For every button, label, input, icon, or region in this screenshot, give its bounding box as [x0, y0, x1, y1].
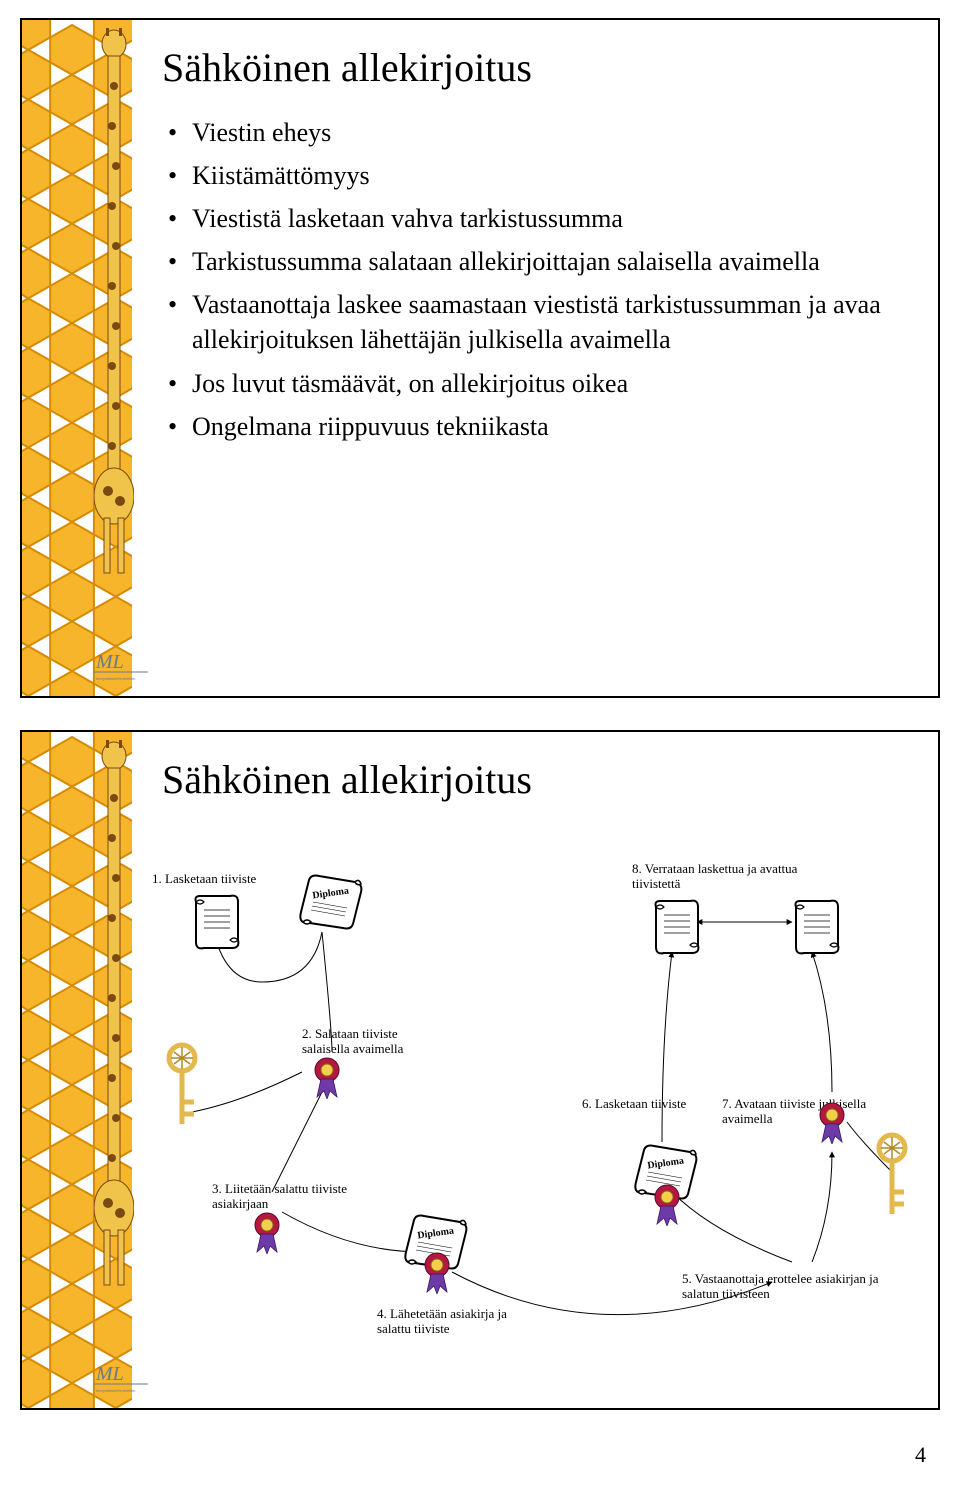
- bullet-item: Viestistä lasketaan vahva tarkistussumma: [168, 201, 908, 236]
- bullet-item: Viestin eheys: [168, 115, 908, 150]
- step-3-label: 3. Liitetään salattu tiiviste asiakirjaa…: [212, 1182, 382, 1212]
- footer-logo: ML tietojenkäsittelytieteiden: [92, 1354, 152, 1394]
- svg-text:ML: ML: [95, 651, 124, 673]
- bullet-item: Tarkistussumma salataan allekirjoittajan…: [168, 244, 908, 279]
- svg-text:ML: ML: [95, 1363, 124, 1385]
- bullet-item: Kiistämättömyys: [168, 158, 908, 193]
- step-1-label: 1. Lasketaan tiiviste: [152, 872, 256, 887]
- slide-2-title: Sähköinen allekirjoitus: [162, 756, 908, 803]
- step-8-label: 8. Verrataan laskettua ja avattua tiivis…: [632, 862, 802, 892]
- bullet-item: Vastaanottaja laskee saamastaan viestist…: [168, 287, 908, 357]
- public-key-icon: [872, 1132, 912, 1222]
- scroll-icon: [192, 892, 242, 952]
- slide-1-title: Sähköinen allekirjoitus: [162, 44, 908, 91]
- signature-diagram: 1. Lasketaan tiiviste 2. Salataan tiivis…: [152, 852, 918, 1388]
- slide-1-bullets: Viestin eheys Kiistämättömyys Viestistä …: [162, 115, 908, 444]
- footer-logo: ML tietojenkäsittelytieteiden: [92, 642, 152, 682]
- step-4-label: 4. Lähetetään asiakirja ja salattu tiivi…: [377, 1307, 537, 1337]
- slide-1: Sähköinen allekirjoitus Viestin eheys Ki…: [20, 18, 940, 698]
- bullet-item: Ongelmana riippuvuus tekniikasta: [168, 409, 908, 444]
- rosette-icon: [817, 1102, 847, 1144]
- rosette-icon: [312, 1057, 342, 1099]
- svg-text:tietojenkäsittelytieteiden: tietojenkäsittelytieteiden: [96, 676, 135, 681]
- slide-2: Sähköinen allekirjoitus: [20, 730, 940, 1410]
- slide-1-content: Sähköinen allekirjoitus Viestin eheys Ki…: [162, 44, 908, 452]
- rosette-icon: [252, 1212, 282, 1254]
- giraffe-decoration: [94, 738, 134, 1298]
- step-6-label: 6. Lasketaan tiiviste: [582, 1097, 712, 1112]
- step-2-label: 2. Salataan tiiviste salaisella avaimell…: [302, 1027, 442, 1057]
- bullet-item: Jos luvut täsmäävät, on allekirjoitus oi…: [168, 366, 908, 401]
- giraffe-decoration: [94, 26, 134, 586]
- svg-text:tietojenkäsittelytieteiden: tietojenkäsittelytieteiden: [96, 1388, 135, 1393]
- page-number: 4: [0, 1442, 960, 1480]
- rosette-icon: [422, 1252, 452, 1294]
- scroll-icon: [652, 897, 702, 957]
- private-key-icon: [162, 1042, 202, 1132]
- diploma-icon: [297, 872, 367, 932]
- rosette-icon: [652, 1184, 682, 1226]
- slide-2-content: Sähköinen allekirjoitus: [162, 756, 908, 827]
- step-5-label: 5. Vastaanottaja erottelee asiakirjan ja…: [682, 1272, 912, 1302]
- scroll-icon: [792, 897, 842, 957]
- step-7-label: 7. Avataan tiiviste julkisella avaimella: [722, 1097, 872, 1127]
